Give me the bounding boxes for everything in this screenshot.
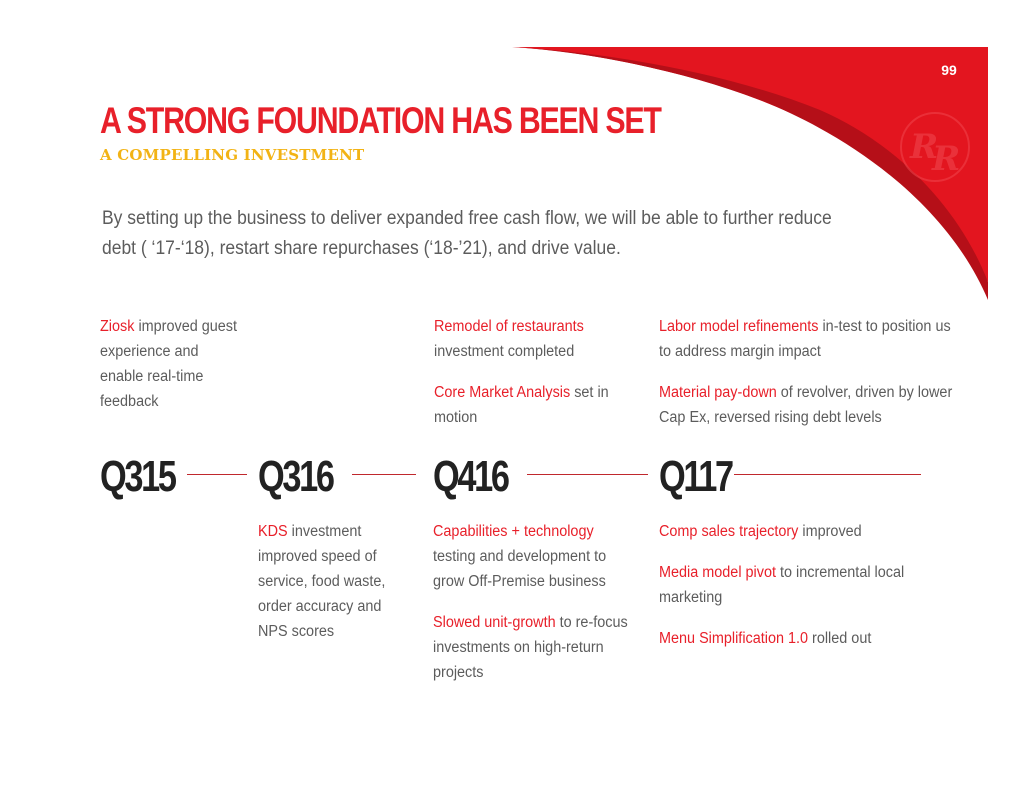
quarter-label-q117: Q117 — [659, 452, 734, 501]
quarter-label-q416: Q416 — [433, 452, 510, 501]
note-q315-above: Ziosk improved guest experience and enab… — [100, 314, 240, 430]
note-q316-below: KDS investment improved speed of service… — [258, 519, 411, 660]
note-item: Core Market Analysis set in motion — [434, 380, 620, 430]
note-highlight: Media model pivot — [659, 564, 776, 581]
timeline-connector — [527, 474, 648, 475]
note-highlight: Comp sales trajectory — [659, 523, 799, 540]
page-title: A STRONG FOUNDATION HAS BEEN SET — [100, 100, 662, 141]
quarter-label-q315: Q315 — [100, 452, 177, 501]
note-text: improved guest experience and enable rea… — [100, 318, 238, 410]
note-item: Comp sales trajectory improved — [659, 519, 915, 544]
note-text: set in motion — [434, 384, 609, 426]
quarter-label-q316: Q316 — [258, 452, 335, 501]
note-text: testing and development to grow Off-Prem… — [433, 548, 607, 590]
timeline-connector — [187, 474, 247, 475]
note-text: of revolver, driven by lower Cap Ex, rev… — [659, 384, 953, 426]
note-text: improved — [798, 523, 862, 540]
note-text: investment completed — [434, 343, 575, 360]
svg-text:R: R — [931, 139, 960, 179]
note-q416-above: Remodel of restaurants investment comple… — [434, 314, 620, 446]
note-text: to re-focus investments on high-return p… — [433, 614, 628, 681]
note-highlight: Ziosk — [100, 318, 135, 335]
note-item: Ziosk improved guest experience and enab… — [100, 314, 240, 414]
note-item: Remodel of restaurants investment comple… — [434, 314, 620, 364]
intro-paragraph: By setting up the business to deliver ex… — [102, 208, 832, 259]
svg-text:R: R — [909, 127, 938, 167]
note-highlight: Labor model refinements — [659, 318, 819, 335]
red-robin-rr-logo-icon: R R — [900, 112, 970, 182]
note-item: Slowed unit-growth to re-focus investmen… — [433, 610, 633, 685]
note-text: rolled out — [808, 630, 872, 647]
timeline-connector — [734, 474, 921, 475]
note-q117-below: Comp sales trajectory improved Media mod… — [659, 519, 915, 667]
note-q117-above: Labor model refinements in-test to posit… — [659, 314, 955, 446]
note-highlight: Slowed unit-growth — [433, 614, 556, 631]
note-text: investment improved speed of service, fo… — [258, 523, 386, 640]
note-highlight: Material pay-down — [659, 384, 777, 401]
note-text: to incremental local marketing — [659, 564, 905, 606]
note-highlight: Core Market Analysis — [434, 384, 571, 401]
note-item: Media model pivot to incremental local m… — [659, 560, 915, 610]
note-item: Capabilities + technology testing and de… — [433, 519, 633, 594]
page-subtitle: A COMPELLING INVESTMENT — [100, 146, 365, 164]
note-highlight: Remodel of restaurants — [434, 318, 584, 335]
note-item: Menu Simplification 1.0 rolled out — [659, 626, 915, 651]
note-highlight: Menu Simplification 1.0 — [659, 630, 809, 647]
note-item: Labor model refinements in-test to posit… — [659, 314, 955, 364]
note-highlight: KDS — [258, 523, 288, 540]
page-number: 99 — [941, 62, 957, 78]
note-item: KDS investment improved speed of service… — [258, 519, 411, 644]
timeline-connector — [352, 474, 416, 475]
note-item: Material pay-down of revolver, driven by… — [659, 380, 955, 430]
note-q416-below: Capabilities + technology testing and de… — [433, 519, 633, 701]
note-highlight: Capabilities + technology — [433, 523, 594, 540]
note-text: in-test to position us to address margin… — [659, 318, 951, 360]
